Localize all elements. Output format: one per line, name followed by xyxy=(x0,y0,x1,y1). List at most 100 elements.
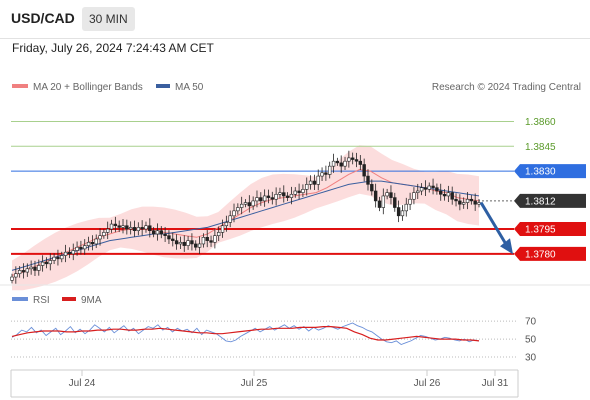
rsi-lines xyxy=(11,322,480,346)
candle-body xyxy=(301,189,305,193)
candle-body xyxy=(274,193,278,200)
candle-body xyxy=(293,190,297,195)
forecast-arrow-shaft xyxy=(479,201,508,245)
x-tick-label-0: Jul 24 xyxy=(69,378,96,389)
candle-body xyxy=(17,270,22,275)
rsi-legend-label: RSI xyxy=(33,295,50,306)
candle-body xyxy=(37,265,41,271)
candle-body xyxy=(458,200,462,205)
symbol-label: USD/CAD xyxy=(11,10,75,26)
candle-body xyxy=(354,159,359,162)
x-axis-ticks: Jul 24 Jul 25 Jul 26 Jul 31 xyxy=(69,370,509,389)
candle-body xyxy=(297,190,301,193)
candle-body xyxy=(144,225,148,230)
candle-body xyxy=(86,241,91,246)
candle-body xyxy=(243,202,248,205)
forecast-arrow-head xyxy=(500,238,513,255)
candle-body xyxy=(335,160,340,164)
chart-header: USD/CAD 30 MIN xyxy=(0,0,590,38)
candles xyxy=(10,150,481,284)
candle-body xyxy=(343,160,347,167)
rsi-ma-legend-label: 9MA xyxy=(81,295,102,306)
candle-body xyxy=(270,197,274,200)
candle-body xyxy=(419,187,424,192)
candle-body xyxy=(324,172,328,175)
candle-body xyxy=(416,190,420,193)
candle-body xyxy=(190,240,194,245)
candle-body xyxy=(308,180,313,185)
candle-body xyxy=(350,157,355,160)
candle-body xyxy=(98,235,102,240)
candle-body xyxy=(60,255,64,260)
candle-body xyxy=(10,276,14,281)
candle-body xyxy=(446,192,451,197)
price-levels xyxy=(11,120,514,255)
candle-body xyxy=(439,190,443,195)
candle-body xyxy=(305,184,309,190)
rsi-tick-label-1: 50 xyxy=(525,335,537,346)
candle-body xyxy=(209,240,213,243)
candle-body xyxy=(194,243,198,248)
candle-body xyxy=(320,172,324,177)
candle-body xyxy=(186,240,190,246)
candle-body xyxy=(266,195,271,198)
candle-body xyxy=(423,187,428,190)
candle-body xyxy=(408,198,412,205)
candle-body xyxy=(404,203,408,212)
timeframe-badge[interactable]: 30 MIN xyxy=(82,7,135,31)
candle-body xyxy=(362,164,366,177)
candle-body xyxy=(377,200,382,208)
level-label-bg xyxy=(514,164,586,179)
candle-body xyxy=(44,261,49,265)
candle-body xyxy=(442,193,447,197)
rsi-tick-label-0: 70 xyxy=(525,317,537,328)
candle-body xyxy=(25,268,30,273)
level-label-1: 1.3845 xyxy=(525,142,556,153)
candle-body xyxy=(105,228,110,233)
candle-body xyxy=(67,251,72,255)
x-tick-label-3: Jul 31 xyxy=(482,378,509,389)
candle-body xyxy=(232,210,236,217)
candle-body xyxy=(431,185,435,188)
candle-body xyxy=(52,256,56,261)
candle-body xyxy=(148,225,152,231)
candle-body xyxy=(461,202,466,205)
candle-body xyxy=(396,207,401,217)
candle-body xyxy=(370,184,374,192)
candle-body xyxy=(393,197,397,208)
candle-body xyxy=(381,195,386,208)
candle-body xyxy=(236,207,240,212)
candle-body xyxy=(435,187,439,192)
candle-body xyxy=(21,270,26,273)
chart-datetime: Friday, July 26, 2024 7:24:43 AM CET xyxy=(12,41,214,55)
candle-body xyxy=(282,192,286,197)
candle-body xyxy=(167,235,171,240)
candle-body xyxy=(450,192,454,200)
moving-averages xyxy=(11,168,480,276)
candle-body xyxy=(205,237,209,241)
bollinger-band xyxy=(12,145,479,291)
x-tick-label-1: Jul 25 xyxy=(241,378,268,389)
candle-body xyxy=(155,230,160,235)
candle-body xyxy=(128,227,133,230)
candle-body xyxy=(174,240,179,245)
candle-body xyxy=(178,241,183,245)
candle-body xyxy=(465,198,470,203)
level-label-2: 1.3830 xyxy=(525,167,556,178)
candle-body xyxy=(132,227,137,231)
rsi-legend-swatch xyxy=(12,297,28,301)
candle-body xyxy=(278,192,282,195)
candle-body xyxy=(339,162,343,167)
level-label-bg xyxy=(514,246,586,261)
x-axis xyxy=(10,369,519,398)
candle-body xyxy=(140,227,144,230)
candle-body xyxy=(262,195,267,202)
level-label-0: 1.3860 xyxy=(525,117,556,128)
candle-body xyxy=(400,210,405,217)
candle-body xyxy=(312,180,317,185)
candle-body xyxy=(151,230,156,235)
rsi-ma-line xyxy=(11,326,480,342)
copyright-label: Research © 2024 Trading Central xyxy=(432,82,581,93)
candle-body xyxy=(171,238,175,241)
ma50-legend-swatch xyxy=(156,84,170,88)
